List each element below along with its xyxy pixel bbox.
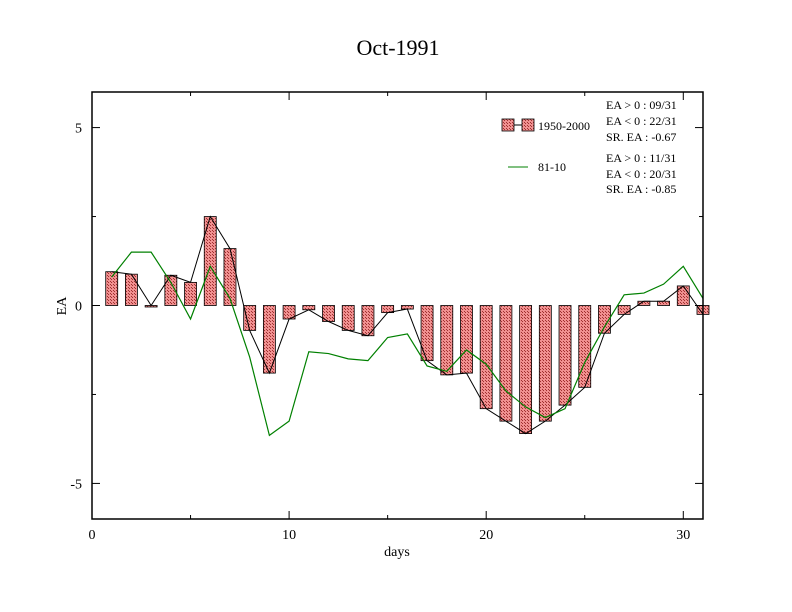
legend: 1950-2000 81-10 <box>501 118 590 174</box>
bar-day-22 <box>519 305 533 435</box>
bar-day-13 <box>341 305 355 331</box>
bar-day-2 <box>125 273 138 306</box>
bar-day-29 <box>657 300 670 306</box>
legend-label-1950-2000: 1950-2000 <box>538 119 590 133</box>
bar-day-19 <box>460 305 473 374</box>
bar-day-21 <box>499 305 513 422</box>
series-line-81-10 <box>111 251 704 437</box>
stat-8110-positive: EA > 0 : 11/31 <box>606 151 676 165</box>
bar-day-11 <box>302 305 316 311</box>
bar-day-17 <box>420 305 434 362</box>
series-line-1950-2000 <box>111 215 704 435</box>
axes: 0 10 20 30 -5 0 5 <box>70 92 703 543</box>
x-axis-label: days <box>384 545 410 560</box>
chart-title: Oct-1991 <box>356 35 439 60</box>
legend-label-81-10: 81-10 <box>538 160 566 174</box>
legend-swatch-1950-2000 <box>501 118 515 132</box>
bar-day-24 <box>558 305 572 406</box>
bar-day-27 <box>617 305 631 315</box>
stat-1950-positive: EA > 0 : 09/31 <box>606 98 677 112</box>
y-tick-label-0: 0 <box>75 300 82 315</box>
bar-day-7 <box>223 248 237 306</box>
bar-day-18 <box>440 305 454 376</box>
stat-8110-negative: EA < 0 : 20/31 <box>606 167 677 181</box>
y-tick-label--5: -5 <box>70 477 82 492</box>
bar-day-23 <box>538 305 552 422</box>
y-tick-label-5: 5 <box>75 122 82 137</box>
bar-day-5 <box>184 281 197 306</box>
stat-1950-sr: SR. EA : -0.67 <box>606 130 676 144</box>
stat-8110-sr: SR. EA : -0.85 <box>606 182 676 196</box>
x-tick-label-30: 30 <box>676 528 690 543</box>
x-tick-label-20: 20 <box>479 528 493 543</box>
bar-day-20 <box>479 305 493 410</box>
bar-day-28 <box>637 300 651 306</box>
x-tick-label-10: 10 <box>282 528 296 543</box>
stat-1950-negative: EA < 0 : 22/31 <box>606 114 677 128</box>
legend-swatch-1950-2000-b <box>521 118 535 132</box>
bar-day-16 <box>400 305 414 310</box>
plot-area <box>105 215 710 437</box>
bar-day-8 <box>243 305 257 331</box>
x-tick-label-0: 0 <box>89 528 96 543</box>
stats-box: EA > 0 : 09/31 EA < 0 : 22/31 SR. EA : -… <box>606 98 677 196</box>
y-axis-label: EA <box>55 296 70 316</box>
